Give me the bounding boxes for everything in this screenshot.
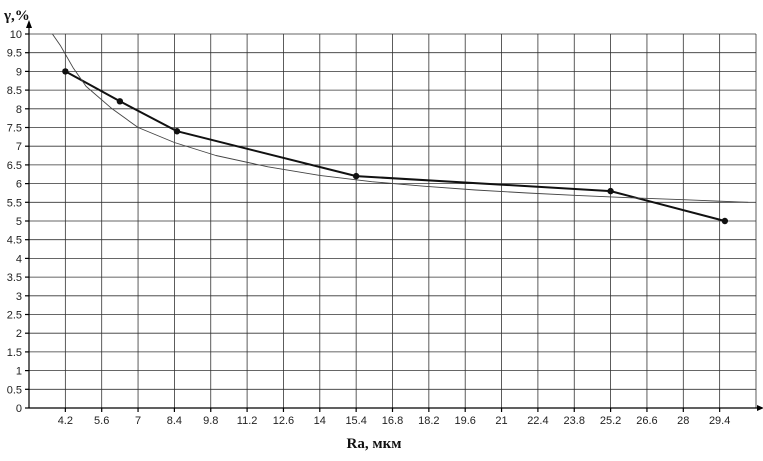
y-tick-label: 8 [16, 104, 22, 116]
x-axis-arrow [757, 405, 763, 411]
x-tick-label: 23.8 [564, 415, 585, 427]
x-tick-label: 29.4 [709, 415, 730, 427]
y-axis-arrow [26, 20, 32, 28]
data-point [173, 128, 181, 135]
x-tick-label: 22.4 [527, 415, 548, 427]
data-point [116, 98, 124, 105]
y-tick-label: 9 [16, 66, 22, 78]
x-tick-label: 7 [135, 415, 141, 427]
y-tick-label: 7 [16, 141, 22, 153]
y-tick-label: 6 [16, 179, 22, 191]
x-tick-label: 21 [495, 415, 507, 427]
x-tick-label: 19.6 [454, 415, 475, 427]
y-tick-label: 1.5 [7, 347, 22, 359]
trend-curve-line [52, 33, 749, 203]
x-tick-label: 14 [314, 415, 326, 427]
y-tick-label: 8.5 [7, 85, 22, 97]
y-tick-label: 2.5 [7, 310, 22, 322]
y-tick-label: 4 [16, 253, 22, 265]
y-tick-label: 9.5 [7, 48, 22, 60]
data-point [721, 217, 729, 225]
x-tick-label: 4.2 [58, 415, 73, 427]
y-tick-label: 4.5 [7, 235, 22, 247]
y-tick-label: 1 [16, 366, 22, 378]
grid [29, 33, 757, 408]
x-tick-label: 5.6 [94, 415, 109, 427]
tick-labels: 0 0.5 1 1.5 2 2.5 3 3.5 4 4.5 5 5.5 6 6.5 7 7.5 8 8.5 9 9.5… [7, 29, 731, 427]
y-tick-label: 5.5 [7, 197, 22, 209]
x-tick-label: 12.6 [273, 415, 294, 427]
y-tick-label: 10 [10, 29, 22, 41]
y-tick-label: 6.5 [7, 160, 22, 172]
x-tick-label: 28 [677, 415, 689, 427]
y-tick-label: 0.5 [7, 384, 22, 396]
x-axis-title: Ra, мкм [347, 436, 402, 452]
data-point [352, 172, 360, 180]
y-tick-label: 3.5 [7, 272, 22, 284]
y-tick-label: 5 [16, 216, 22, 228]
x-tick-label: 16.8 [382, 415, 403, 427]
y-tick-label: 2 [16, 328, 22, 340]
y-tick-label: 3 [16, 291, 22, 303]
x-tick-label: 25.2 [600, 415, 621, 427]
x-tick-label: 8.4 [167, 415, 182, 427]
x-tick-label: 26.6 [636, 415, 657, 427]
data-point [62, 68, 69, 75]
x-tick-label: 15.4 [345, 415, 366, 427]
x-tick-label: 11.2 [237, 415, 258, 427]
series [52, 33, 749, 225]
data-series-line [64, 70, 726, 222]
y-tick-label: 7.5 [7, 123, 22, 135]
data-point [607, 187, 614, 195]
axes [25, 20, 763, 412]
x-tick-label: 18.2 [418, 415, 439, 427]
y-tick-label: 0 [16, 403, 22, 415]
y-axis-title: γ,% [3, 8, 30, 24]
x-tick-label: 9.8 [203, 415, 218, 427]
